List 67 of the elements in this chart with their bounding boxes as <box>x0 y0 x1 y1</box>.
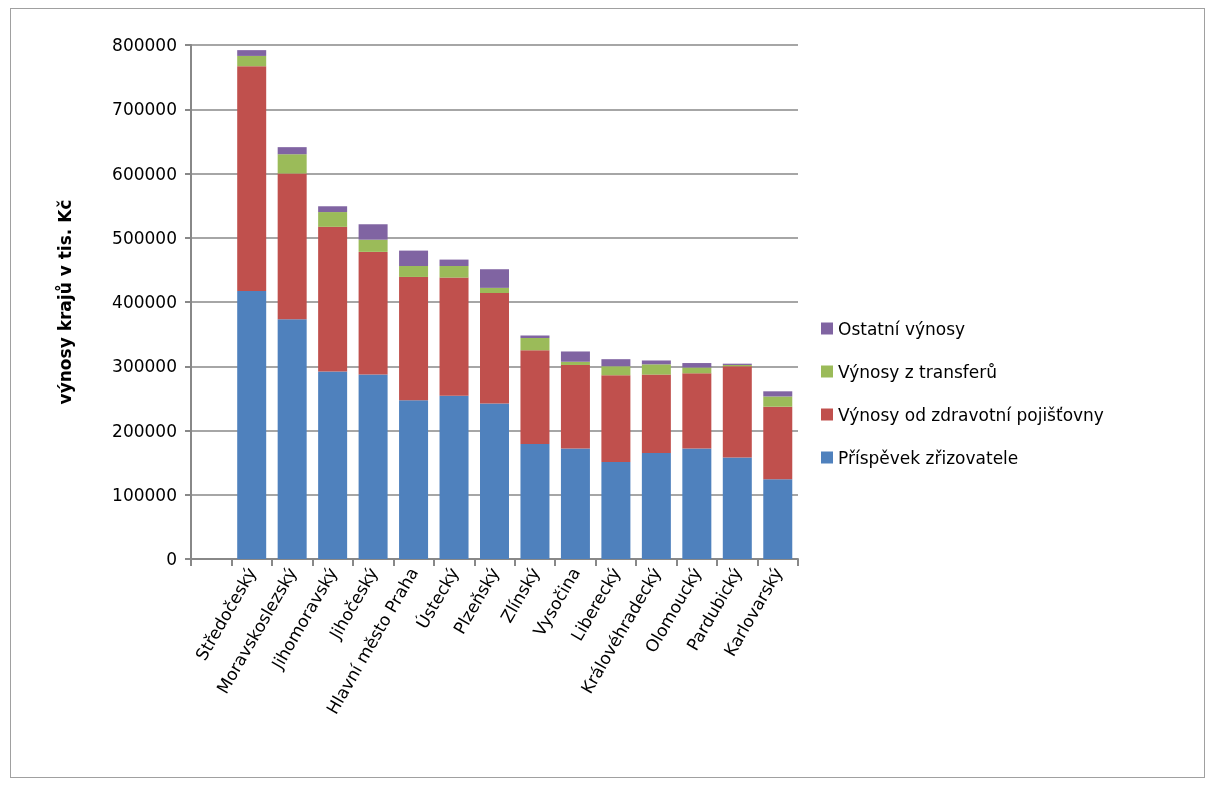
legend-label: Příspěvek zřizovatele <box>838 447 1019 468</box>
bar <box>358 251 388 375</box>
bar <box>399 400 429 559</box>
bar <box>601 366 631 376</box>
bar <box>358 239 388 252</box>
bar <box>277 154 307 174</box>
bar <box>277 173 307 320</box>
y-tick-label: 0 <box>166 549 177 569</box>
bar <box>399 250 429 267</box>
bar <box>763 391 793 397</box>
bar <box>560 351 590 362</box>
bar <box>601 461 631 559</box>
bar <box>237 50 267 56</box>
bar <box>439 259 469 267</box>
bar <box>601 359 631 367</box>
bar <box>237 291 267 559</box>
bar <box>682 373 712 449</box>
bar <box>641 364 671 375</box>
bar <box>520 335 550 338</box>
bar <box>520 337 550 351</box>
bar <box>318 206 348 213</box>
bar <box>560 448 590 559</box>
bar <box>641 360 671 365</box>
bar <box>763 479 793 559</box>
bar <box>237 66 267 292</box>
bar <box>641 374 671 453</box>
bar <box>439 395 469 559</box>
bar <box>439 277 469 396</box>
bar <box>682 363 712 368</box>
bar <box>277 147 307 155</box>
legend-label: Ostatní výnosy <box>838 318 966 339</box>
bar <box>358 374 388 559</box>
y-tick-label: 700000 <box>112 99 177 120</box>
y-tick-label: 500000 <box>112 227 177 248</box>
bar <box>520 350 550 444</box>
bar <box>763 406 793 480</box>
bar <box>439 266 469 278</box>
bar <box>318 212 348 227</box>
bar <box>480 293 509 404</box>
legend-label: Výnosy od zdravotní pojišťovny <box>838 404 1104 425</box>
bar <box>641 452 671 559</box>
y-tick-label: 800000 <box>112 35 177 55</box>
bar <box>480 403 509 559</box>
bar <box>358 224 388 240</box>
bar <box>318 226 348 372</box>
bar <box>682 448 712 559</box>
bar <box>480 269 509 288</box>
y-tick-label: 600000 <box>112 163 177 184</box>
bar <box>520 443 550 559</box>
bar <box>399 266 429 277</box>
y-tick-label: 200000 <box>112 420 177 441</box>
bar <box>399 276 429 401</box>
bar <box>722 366 752 458</box>
bar <box>480 287 509 294</box>
bar <box>237 55 267 67</box>
y-axis-title: výnosy krajů v tis. Kč <box>53 199 75 405</box>
y-tick-label: 400000 <box>112 292 177 312</box>
bar <box>277 319 307 559</box>
y-tick-label: 100000 <box>112 484 177 505</box>
bar <box>560 364 590 449</box>
legend-label: Výnosy z transferů <box>838 361 997 382</box>
bar <box>763 396 793 407</box>
bar <box>722 457 752 559</box>
bar <box>560 361 590 365</box>
bar <box>601 375 631 462</box>
y-tick-label: 300000 <box>112 356 177 377</box>
bar <box>318 371 348 559</box>
